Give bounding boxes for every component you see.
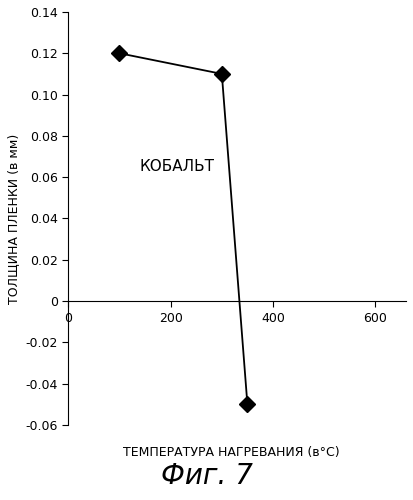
Y-axis label: ТОЛЩИНА ПЛЕНКИ (в мм): ТОЛЩИНА ПЛЕНКИ (в мм) <box>7 134 20 304</box>
Text: Фиг. 7: Фиг. 7 <box>161 462 252 490</box>
Text: ТЕМПЕРАТУРА НАГРЕВАНИЯ (в°С): ТЕМПЕРАТУРА НАГРЕВАНИЯ (в°С) <box>123 446 339 459</box>
Text: КОБАЛЬТ: КОБАЛЬТ <box>140 160 215 174</box>
